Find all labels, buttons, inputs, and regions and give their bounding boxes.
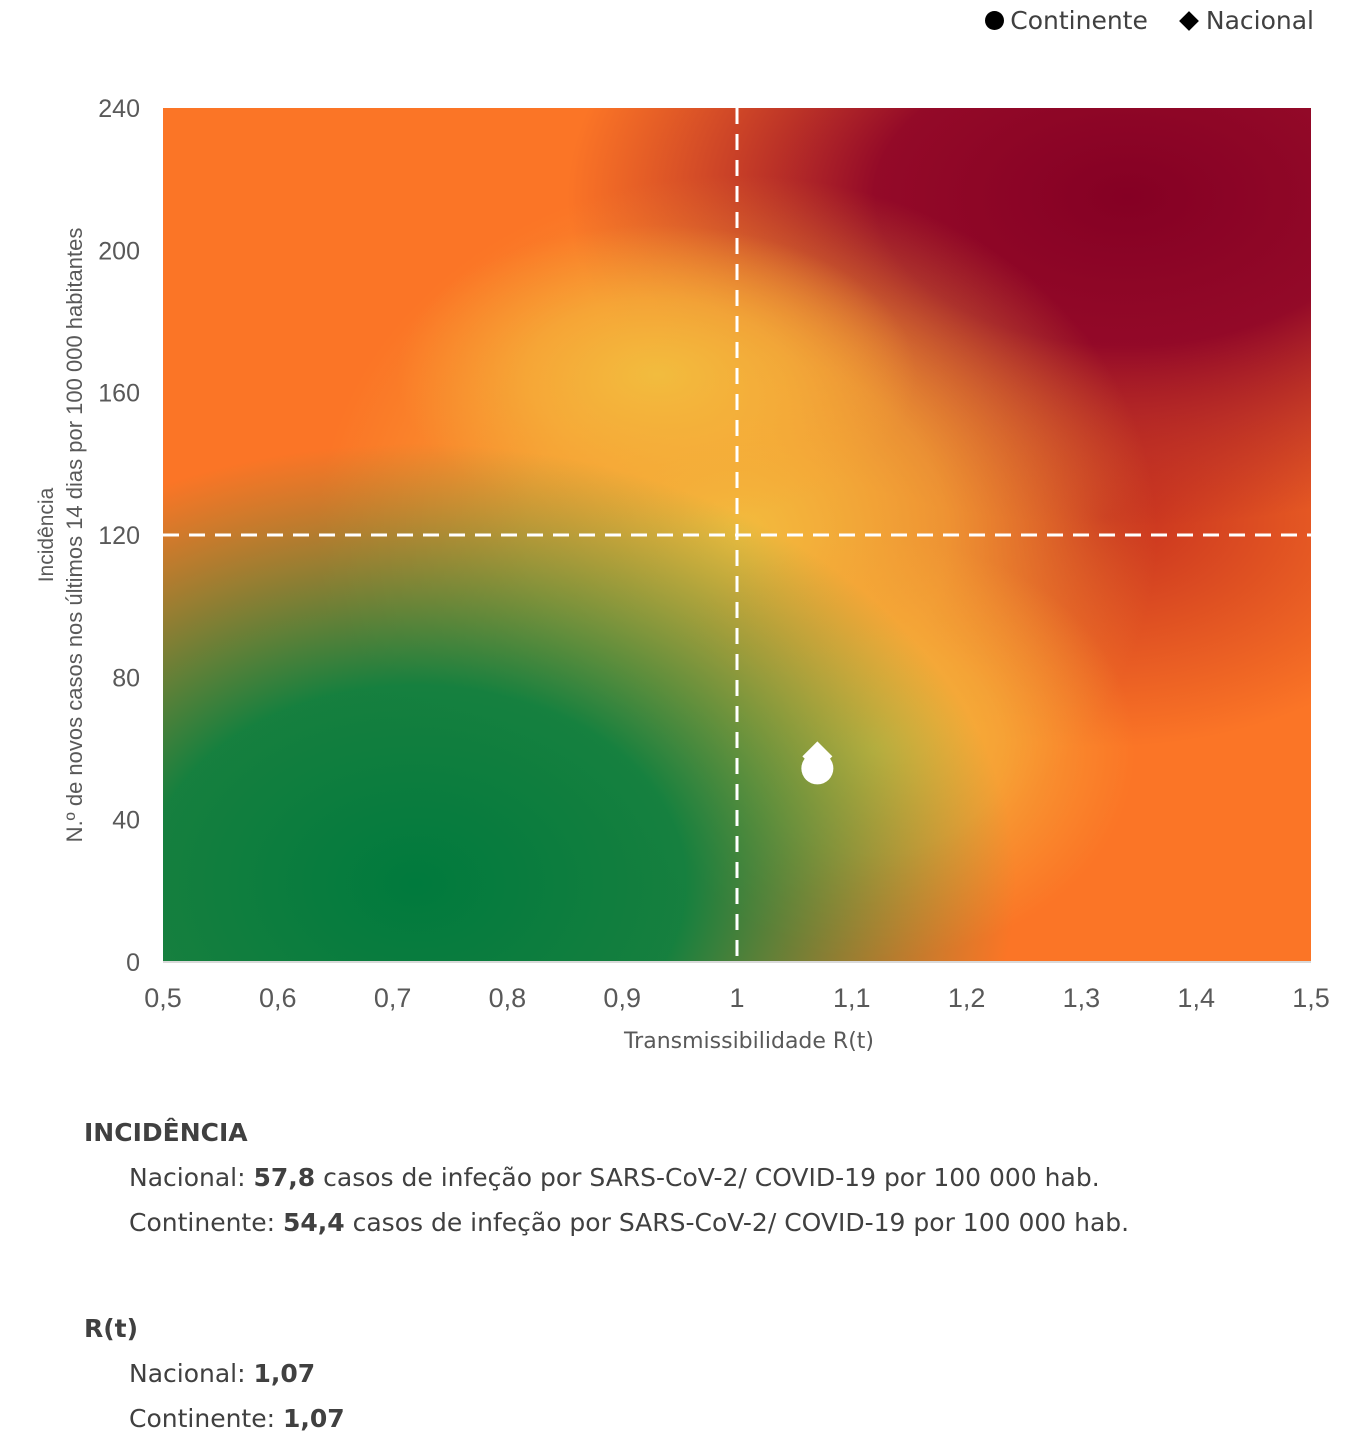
point-nacional xyxy=(802,741,833,772)
rt-nacional-label: Nacional: xyxy=(129,1359,254,1388)
y-axis-title-line2: N.º de novos casos nos últimos 14 dias p… xyxy=(62,228,87,843)
incidence-continente-suffix: casos de infeção por SARS-CoV-2/ COVID-1… xyxy=(344,1208,1130,1237)
legend-item-nacional: Nacional xyxy=(1178,6,1314,35)
incidence-nacional-suffix: casos de infeção por SARS-CoV-2/ COVID-1… xyxy=(315,1163,1100,1192)
incidence-nacional-label: Nacional: xyxy=(129,1163,254,1192)
x-tick-label: 1,2 xyxy=(948,983,986,1013)
incidence-continente-value: 54,4 xyxy=(282,1208,345,1237)
x-tick-label: 1 xyxy=(729,983,744,1013)
risk-gradient-background xyxy=(163,108,1311,962)
rt-continente-line: Continente: 1,07 xyxy=(129,1404,345,1433)
incidence-nacional-value: 57,8 xyxy=(253,1163,316,1192)
risk-matrix-chart: 0 40 80 120 160 200 240 0,5 0,6 0,7 0,8 0,9 1 1,1 1,2 1… xyxy=(35,95,1330,1054)
x-tick-label: 1,4 xyxy=(1177,983,1215,1013)
chart-marks xyxy=(163,108,1311,962)
x-tick-label: 0,8 xyxy=(489,983,527,1013)
rt-nacional-line: Nacional: 1,07 xyxy=(129,1359,345,1388)
x-tick-label: 0,9 xyxy=(603,983,641,1013)
y-tick-label: 240 xyxy=(98,95,140,123)
x-tick-label: 0,6 xyxy=(259,983,297,1013)
x-tick-label: 1,5 xyxy=(1292,983,1330,1013)
y-tick-label: 160 xyxy=(98,380,140,408)
y-tick-label: 120 xyxy=(98,522,140,550)
y-tick-label: 80 xyxy=(112,664,140,692)
y-tick-label: 40 xyxy=(112,807,140,835)
incidence-continente-label: Continente: xyxy=(129,1208,283,1237)
incidence-nacional-line: Nacional: 57,8 casos de infeção por SARS… xyxy=(129,1163,1129,1192)
legend-label-nacional: Nacional xyxy=(1205,6,1314,35)
rt-nacional-value: 1,07 xyxy=(253,1359,316,1388)
chart-legend: Continente Nacional xyxy=(985,6,1314,35)
x-tick-label: 0,7 xyxy=(374,983,412,1013)
x-tick-label: 1,3 xyxy=(1063,983,1101,1013)
legend-label-continente: Continente xyxy=(1010,6,1148,35)
y-tick-label: 200 xyxy=(98,237,140,265)
incidence-continente-line: Continente: 54,4 casos de infeção por SA… xyxy=(129,1208,1129,1237)
rt-summary: R(t) Nacional: 1,07 Continente: 1,07 xyxy=(84,1314,345,1433)
x-tick-label: 1,1 xyxy=(833,983,871,1013)
circle-marker-icon xyxy=(985,11,1005,30)
chart-axes: 0 40 80 120 160 200 240 0,5 0,6 0,7 0,8 0,9 1 1,1 1,2 1… xyxy=(35,95,1330,1054)
bg-green xyxy=(163,443,1016,962)
rt-continente-value: 1,07 xyxy=(282,1404,345,1433)
y-axis-title-line1: Incidência xyxy=(35,487,58,582)
legend-item-continente: Continente xyxy=(985,6,1148,35)
bg-yellow-upper xyxy=(396,224,917,525)
y-tick-label: 0 xyxy=(126,949,140,977)
rt-continente-label: Continente: xyxy=(129,1404,283,1433)
x-axis-title: Transmissibilidade R(t) xyxy=(623,1029,874,1054)
incidence-heading: INCIDÊNCIA xyxy=(84,1118,248,1147)
incidence-summary: INCIDÊNCIA Nacional: 57,8 casos de infeç… xyxy=(84,1118,1129,1237)
x-tick-label: 0,5 xyxy=(144,983,182,1013)
rt-heading: R(t) xyxy=(84,1314,139,1343)
